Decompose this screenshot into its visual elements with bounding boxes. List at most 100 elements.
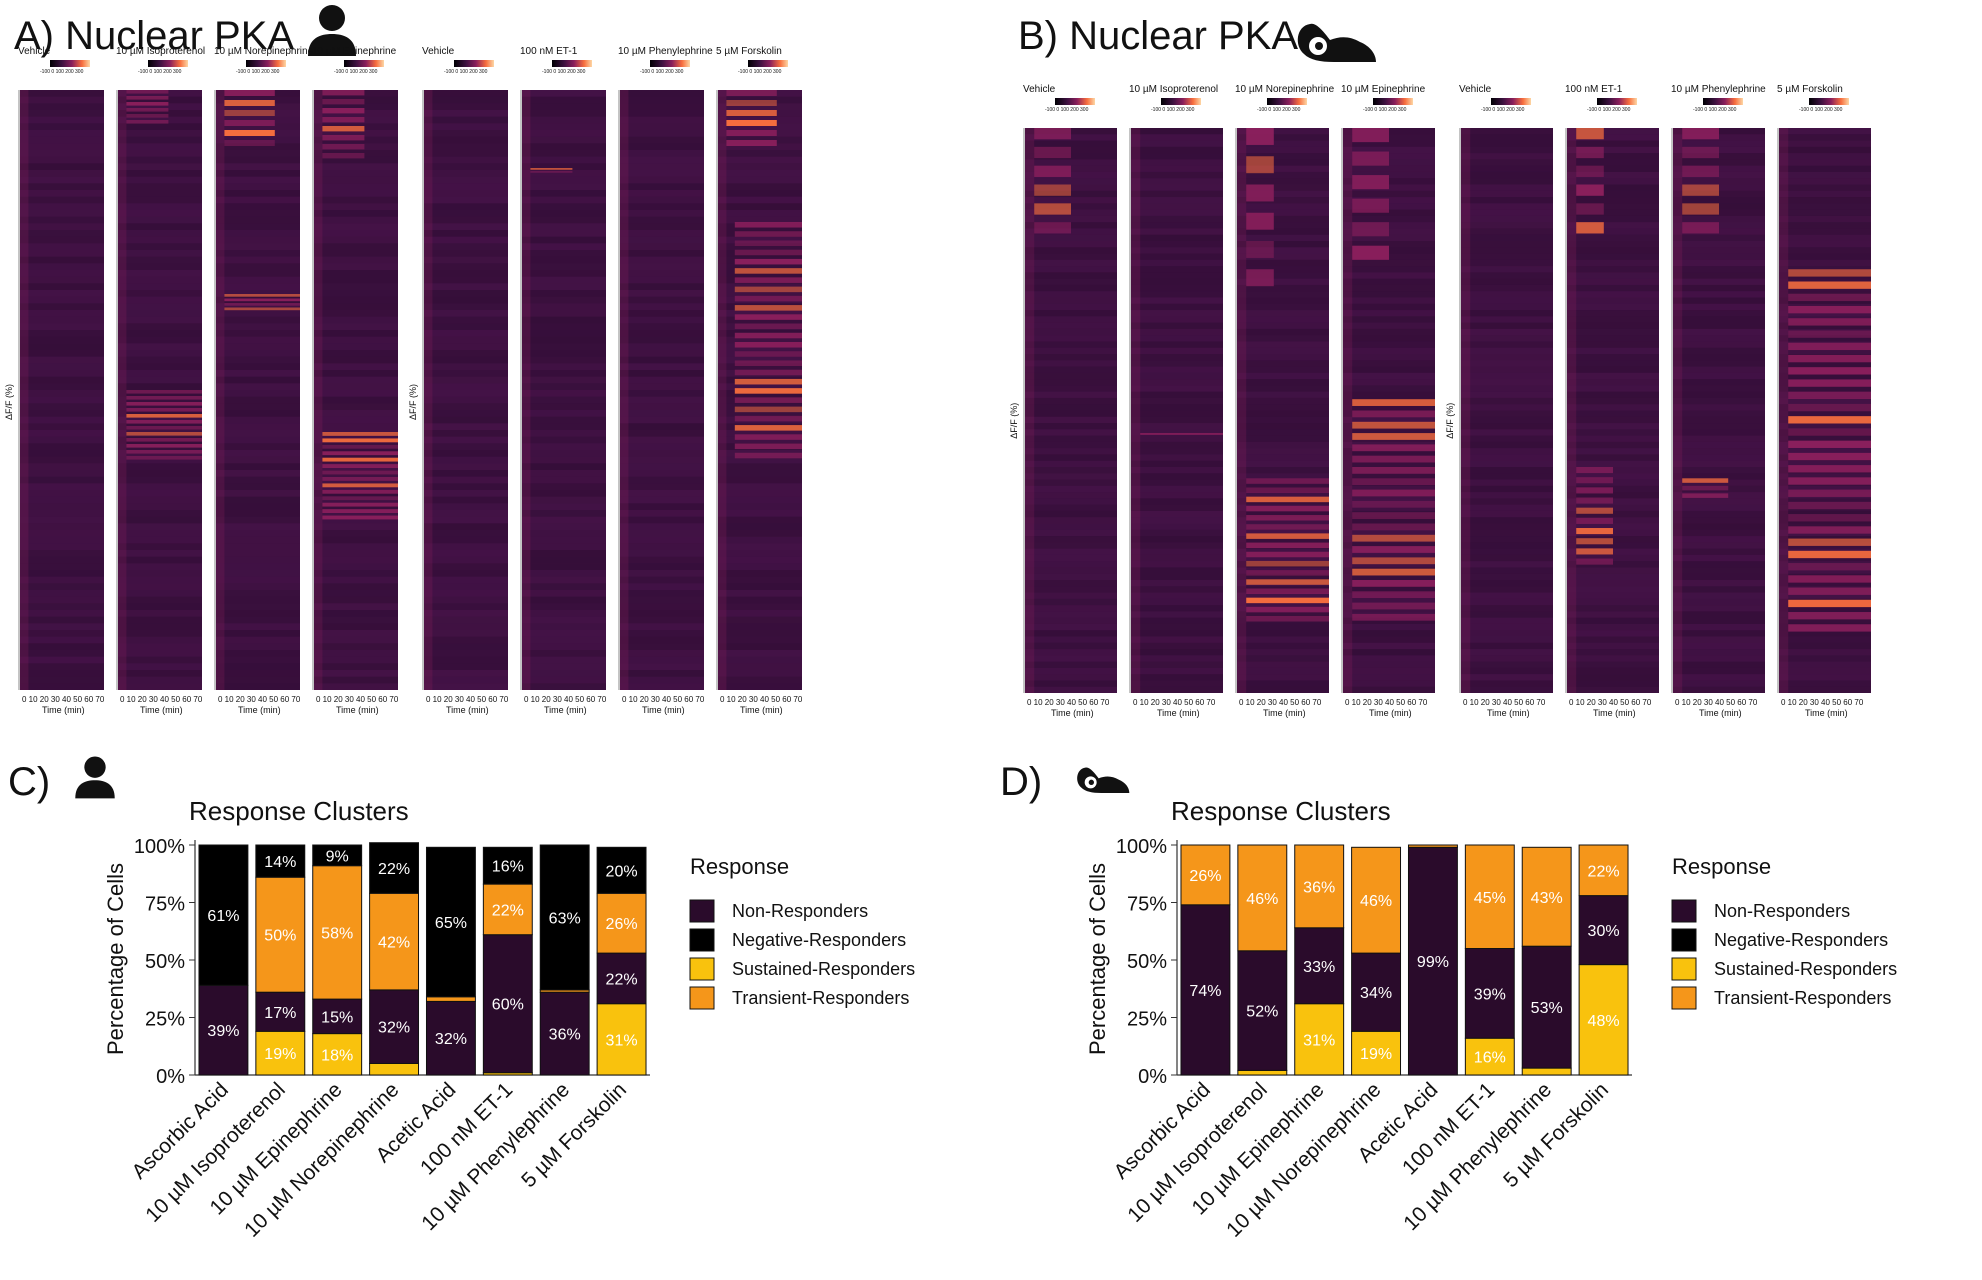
heatmap-row xyxy=(118,223,202,230)
heatmap-row xyxy=(314,390,398,397)
bar-data-label: 31% xyxy=(1303,1032,1335,1049)
color-scale-bar xyxy=(650,60,690,67)
heatmap-row xyxy=(1237,316,1329,323)
heatmap-row xyxy=(1461,642,1553,650)
heatmap-row xyxy=(424,350,508,357)
heatmap-row xyxy=(718,590,802,597)
heatmap-activation xyxy=(1682,203,1719,215)
heatmap-row xyxy=(1343,473,1435,480)
heatmap-row xyxy=(1237,222,1329,229)
heatmap-row xyxy=(1673,328,1765,336)
heatmap-row xyxy=(1779,184,1871,191)
heatmap-row xyxy=(1461,636,1553,643)
heatmap-row xyxy=(1025,623,1117,631)
heatmap-row xyxy=(118,350,202,357)
heatmap-row xyxy=(620,230,704,237)
heatmap-row xyxy=(1237,423,1329,430)
heatmap-row xyxy=(1131,561,1223,568)
heatmap-row xyxy=(1673,567,1765,574)
heatmap-row xyxy=(1673,241,1765,248)
heatmap-row xyxy=(522,670,606,677)
color-scale-ticks: -100 0 100 200 300 xyxy=(1151,107,1195,113)
heatmap-row xyxy=(20,383,104,390)
heatmap-row xyxy=(718,170,802,177)
heatmap-row xyxy=(424,430,508,437)
heatmap-activation xyxy=(1576,497,1613,504)
bar-data-label: 50% xyxy=(264,928,296,945)
heatmap-row xyxy=(1131,297,1223,304)
heatmap-row xyxy=(1237,335,1329,342)
panel-a-title: A) Nuclear PKA xyxy=(14,14,295,58)
heatmap-row xyxy=(1461,567,1553,574)
heatmap-row xyxy=(1567,435,1659,442)
heatmap-row xyxy=(216,443,300,450)
heatmap-row xyxy=(620,576,704,584)
heatmap-row xyxy=(1131,649,1223,656)
heatmap-row xyxy=(1131,423,1223,430)
heatmap-activation xyxy=(126,444,202,448)
heatmap-row xyxy=(522,630,606,637)
heatmap-row xyxy=(1567,215,1659,223)
heatmap-activation xyxy=(1246,487,1329,493)
heatmap-row xyxy=(424,136,508,144)
heatmap-row xyxy=(620,376,704,384)
heatmap-row xyxy=(20,163,104,170)
bar-segment xyxy=(312,865,363,1000)
heatmap-row xyxy=(314,550,398,557)
heatmap-row xyxy=(522,416,606,424)
heatmap-row xyxy=(620,476,704,484)
heatmap-row xyxy=(1131,259,1223,267)
heatmap-row xyxy=(1779,473,1871,480)
heatmap-row xyxy=(1343,416,1435,424)
heatmap-row xyxy=(522,623,606,630)
heatmap-row xyxy=(1461,259,1553,267)
color-scale-bar xyxy=(344,60,384,67)
heatmap-row xyxy=(1131,567,1223,574)
heatmap-row xyxy=(424,483,508,490)
heatmap-row xyxy=(1343,372,1435,380)
heatmap-row xyxy=(620,656,704,664)
heatmap-activation xyxy=(1352,591,1435,599)
heatmap-row xyxy=(1025,492,1117,499)
heatmap-row xyxy=(424,183,508,190)
heatmap-row xyxy=(1673,197,1765,204)
heatmap-row xyxy=(620,223,704,230)
heatmap-activation xyxy=(1682,222,1719,234)
heatmap-activation xyxy=(1246,156,1274,174)
heatmap-row xyxy=(424,376,508,384)
heatmap-row xyxy=(1025,366,1117,373)
heatmap-row xyxy=(718,496,802,504)
heatmap-row xyxy=(1461,523,1553,530)
heatmap-row xyxy=(1673,360,1765,367)
heatmap-row xyxy=(1461,554,1553,562)
heatmap-row xyxy=(216,610,300,617)
heatmap-activation xyxy=(734,443,802,450)
heatmap-row xyxy=(314,190,398,197)
heatmap-row xyxy=(1237,347,1329,354)
heatmap-activation xyxy=(1246,606,1329,613)
heatmap-row xyxy=(20,603,104,610)
heatmap-activation xyxy=(224,140,275,146)
heatmap-activation xyxy=(1788,489,1871,497)
heatmap-row xyxy=(1673,435,1765,442)
heatmap-row xyxy=(424,676,508,684)
heatmap-row xyxy=(118,516,202,524)
heatmap-row xyxy=(424,616,508,624)
heatmap-row xyxy=(718,456,802,464)
heatmap-row xyxy=(1131,573,1223,580)
heatmap-row xyxy=(522,303,606,310)
heatmap-row xyxy=(20,250,104,257)
heatmap-row xyxy=(118,376,202,384)
heatmap-x-label: Time (min) xyxy=(1487,708,1530,718)
heatmap-baseline-strip xyxy=(118,90,127,690)
heatmap-row xyxy=(314,530,398,537)
heatmap-row xyxy=(718,383,802,390)
heatmap-row xyxy=(620,610,704,617)
heatmap-row xyxy=(1131,655,1223,662)
heatmap-row xyxy=(718,316,802,324)
heatmap-row xyxy=(1567,153,1659,160)
heatmap-row xyxy=(118,556,202,564)
heatmap-row xyxy=(1131,347,1223,354)
